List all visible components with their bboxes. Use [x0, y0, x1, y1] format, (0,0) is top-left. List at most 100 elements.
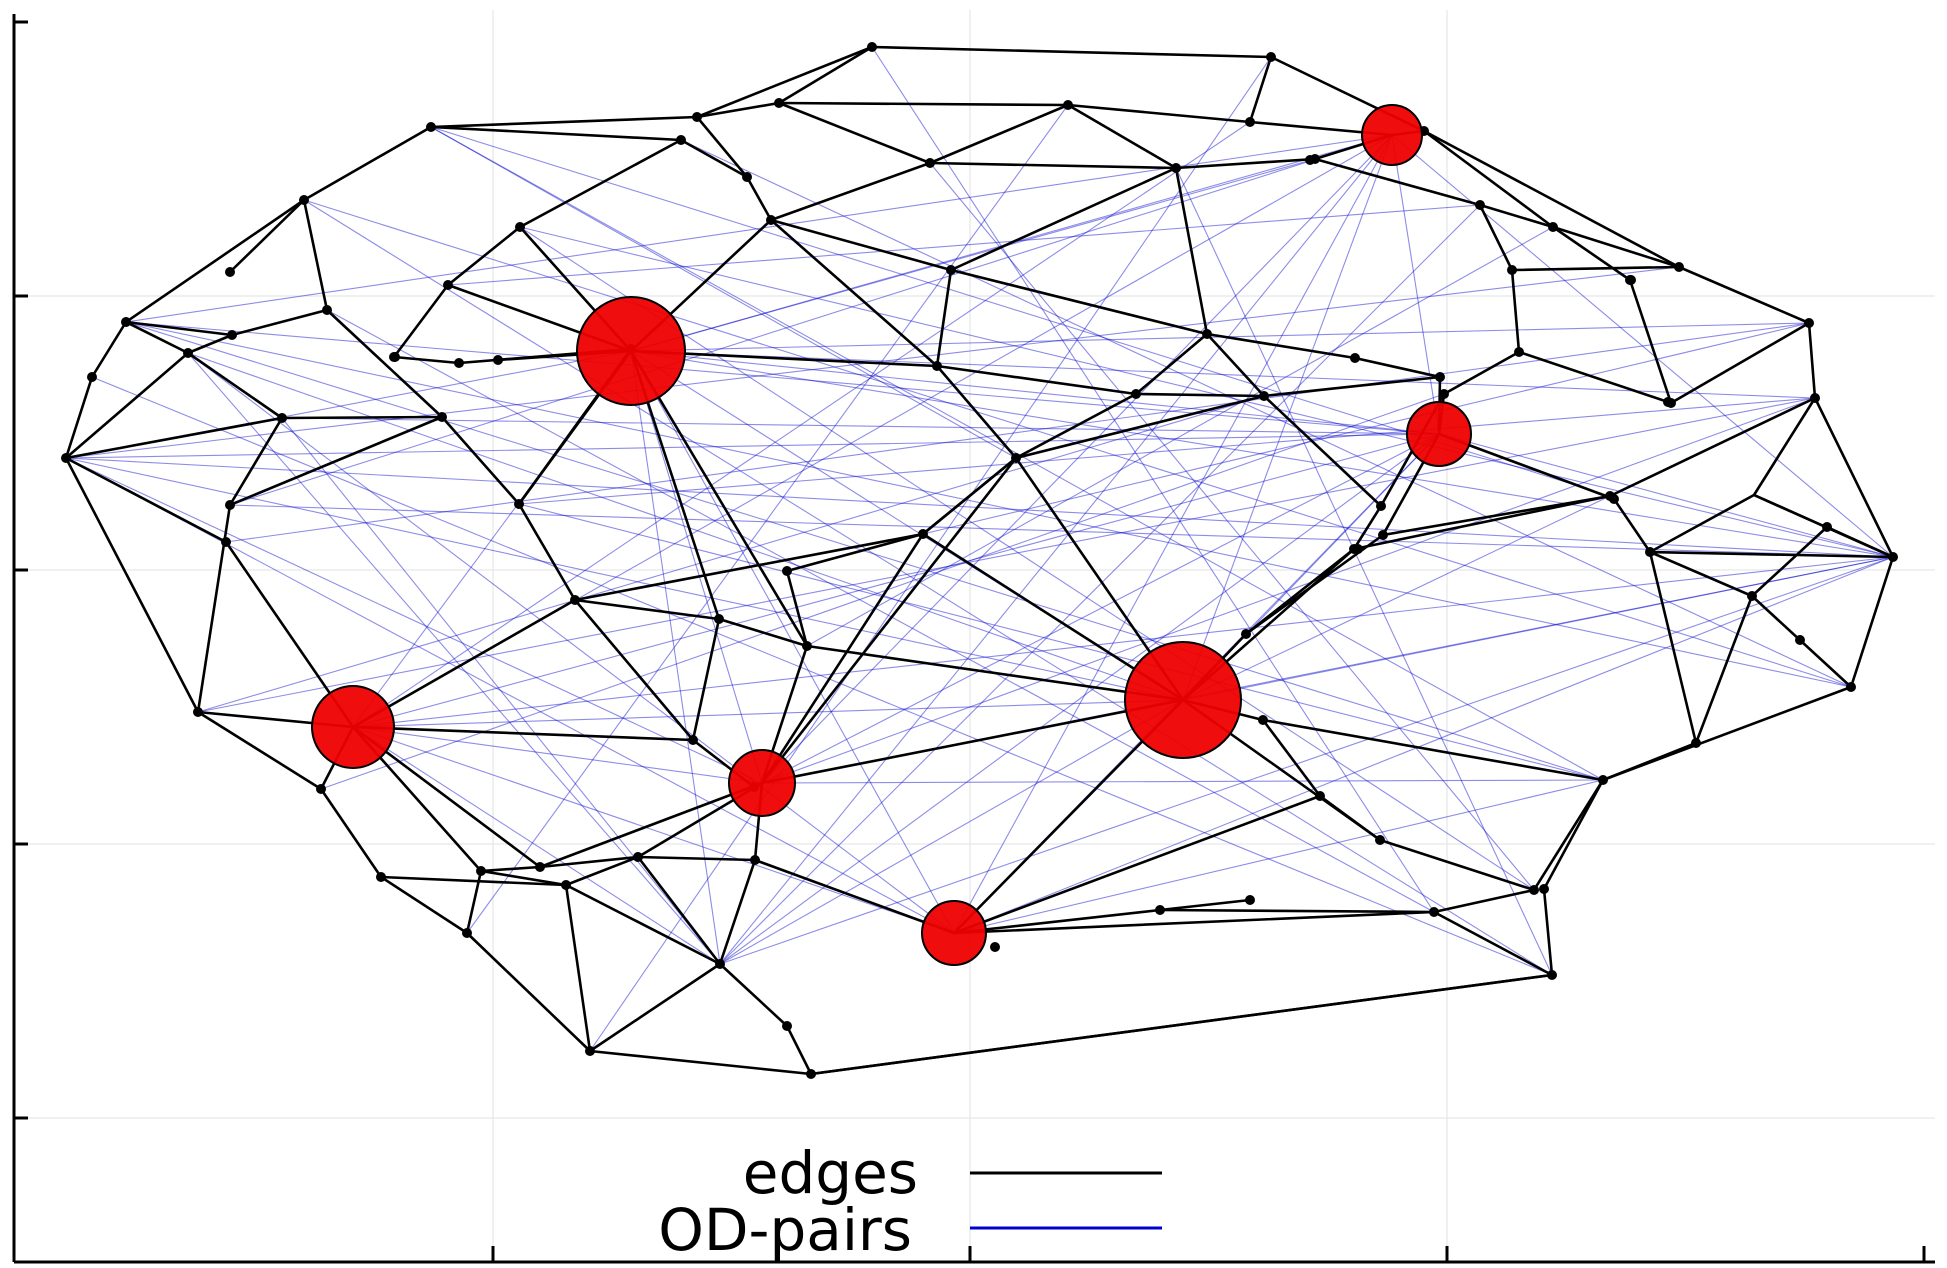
od-pair-line	[466, 104, 1069, 934]
edge-line	[935, 268, 953, 368]
od-pair-line	[281, 417, 721, 965]
od-pair-line	[719, 699, 1184, 965]
edge-line	[479, 865, 542, 873]
edge-line	[1174, 166, 1209, 336]
od-pair-line	[761, 397, 1816, 784]
od-pair-line	[65, 433, 1440, 459]
od-pair-line	[719, 556, 1894, 965]
network-node	[454, 358, 464, 368]
network-node	[1846, 682, 1856, 692]
network-node	[867, 42, 877, 52]
network-node	[1011, 453, 1021, 463]
od-pair-line	[281, 417, 1440, 435]
od-pair-line	[326, 309, 1435, 913]
demand-node	[1361, 104, 1423, 166]
edge-line	[1158, 898, 1252, 912]
network-node	[1245, 895, 1255, 905]
edge-line	[1608, 396, 1817, 498]
network-node	[390, 352, 400, 362]
edge-line	[392, 283, 450, 359]
edge-line	[518, 138, 683, 229]
network-node	[1548, 222, 1558, 232]
od-pair-line	[352, 726, 721, 965]
edge-line	[1248, 55, 1273, 124]
edge-line	[1261, 718, 1322, 798]
od-pair-line	[953, 134, 1393, 934]
edge-line	[1648, 550, 1698, 745]
network-node	[802, 641, 812, 651]
edge-line	[429, 125, 683, 142]
od-pair-line	[125, 321, 1440, 435]
edge-line	[64, 456, 228, 544]
network-node	[742, 172, 752, 182]
network-node	[1131, 389, 1141, 399]
edge-line	[228, 415, 444, 507]
od-pair-line	[806, 226, 1554, 647]
od-pair-line	[65, 457, 763, 784]
network-node	[806, 1069, 816, 1079]
edge-line	[777, 101, 932, 165]
network-node	[1507, 265, 1517, 275]
edge-line	[351, 598, 577, 729]
demand-nodes-layer	[311, 104, 1472, 966]
od-pair-line	[719, 433, 1440, 965]
edge-line	[1262, 394, 1383, 508]
od-pair-line	[719, 204, 1481, 965]
edge-line	[573, 598, 721, 621]
od-pair-line	[922, 322, 1810, 535]
edge-line	[1134, 332, 1209, 396]
od-pair-line	[352, 726, 763, 784]
network-node	[1375, 835, 1385, 845]
network-node	[1310, 154, 1320, 164]
network-node	[1747, 591, 1757, 601]
edge-line	[564, 883, 722, 966]
network-node	[299, 195, 309, 205]
edge-line	[1378, 838, 1536, 892]
edge-line	[1205, 332, 1266, 398]
network-node	[1353, 544, 1363, 554]
network-node	[585, 1046, 595, 1056]
edge-line	[124, 320, 234, 337]
edge-line	[1601, 741, 1698, 782]
network-node	[1645, 547, 1655, 557]
edge-line	[479, 869, 568, 887]
od-pair-line	[519, 226, 1535, 891]
edge-line	[679, 138, 749, 179]
edge-line	[1174, 157, 1317, 170]
od-pair-line	[630, 350, 1816, 399]
edge-line	[928, 161, 1178, 170]
od-pair-line	[518, 397, 1816, 505]
edge-line	[1158, 908, 1436, 914]
edge-line	[465, 931, 592, 1053]
network-node	[1547, 970, 1557, 980]
network-node	[692, 112, 702, 122]
network-node	[1155, 905, 1165, 915]
edge-line	[1628, 278, 1673, 405]
network-node	[1529, 885, 1539, 895]
edge-line	[302, 198, 329, 312]
demand-node	[921, 900, 987, 966]
network-node	[633, 852, 643, 862]
edge-line	[1353, 356, 1442, 379]
edge-line	[64, 456, 200, 714]
od-pair-line	[761, 779, 1604, 784]
network-node	[437, 412, 447, 422]
network-node	[1376, 501, 1386, 511]
edge-line	[1648, 493, 1756, 554]
edge-line	[1134, 392, 1266, 398]
edge-line	[1442, 350, 1521, 396]
od-pairs-layer	[65, 46, 1894, 1052]
od-pair-line	[929, 162, 1535, 891]
edge-line	[538, 855, 640, 869]
demand-node	[576, 296, 686, 406]
edge-line	[636, 855, 722, 966]
edge-line	[1510, 265, 1681, 272]
network-node	[946, 265, 956, 275]
network-node	[750, 855, 760, 865]
network-node	[688, 735, 698, 745]
edge-line	[935, 364, 1018, 460]
nodes-layer	[61, 42, 1898, 1079]
od-pair-line	[65, 457, 1184, 701]
edge-line	[1066, 103, 1178, 170]
edge-line	[769, 218, 953, 272]
